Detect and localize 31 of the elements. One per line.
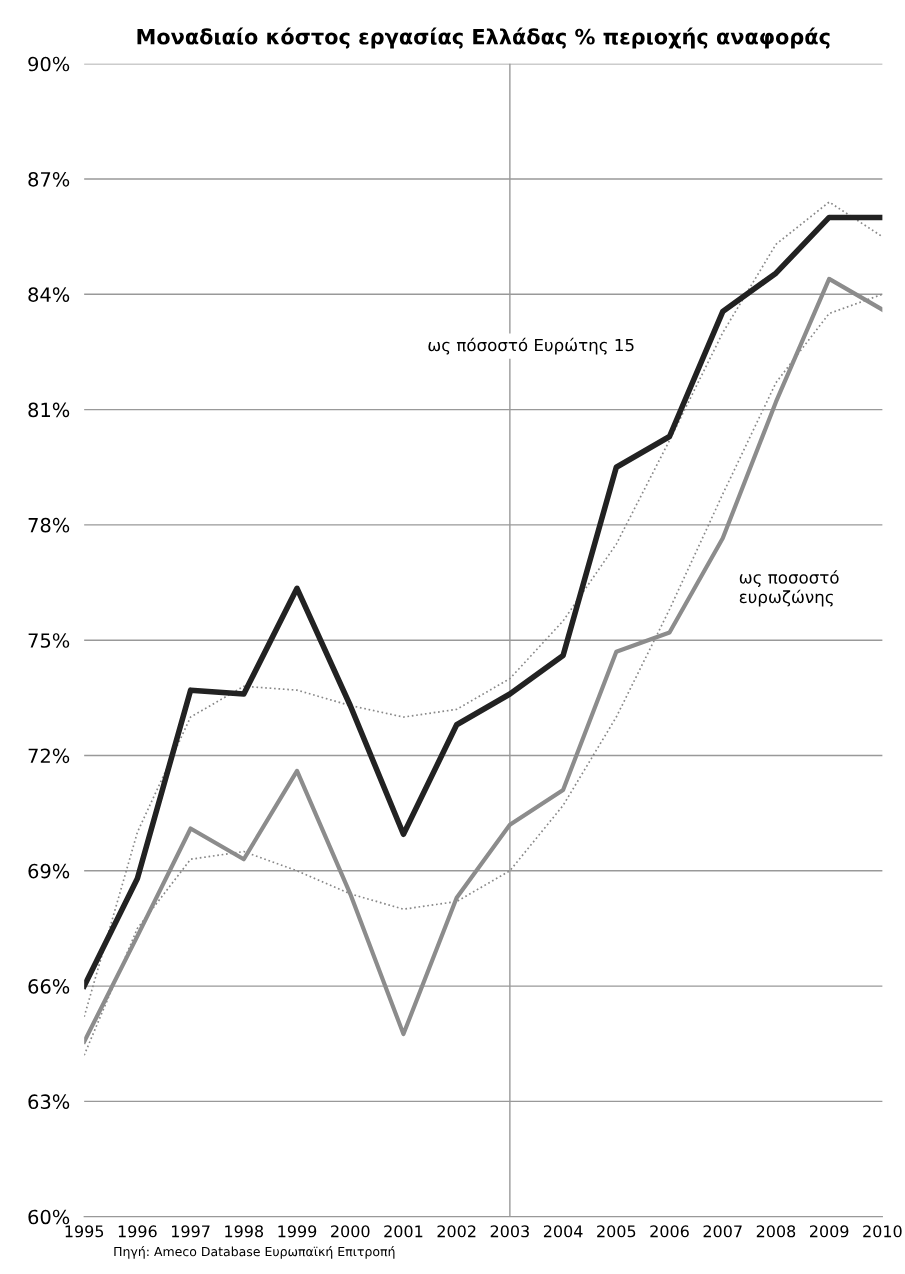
x-tick-label: 2009 [810, 1225, 849, 1238]
x-tick-label: 2005 [597, 1225, 636, 1238]
y-tick-label: 90% [28, 56, 70, 72]
y-tick-label: 60% [28, 1209, 70, 1225]
y-tick-label: 78% [28, 517, 70, 533]
x-tick-label: 2000 [331, 1225, 370, 1238]
y-tick-label: 81% [28, 402, 70, 418]
x-tick-label: 1996 [118, 1225, 157, 1238]
y-tick-label: 66% [28, 979, 70, 994]
x-tick-label: 1998 [225, 1225, 264, 1238]
x-tick-label: 1999 [278, 1225, 317, 1238]
x-tick-label: 2008 [756, 1225, 796, 1238]
y-tick-label: 84% [28, 287, 70, 302]
x-tick-label: 2003 [490, 1225, 529, 1238]
text: Πηγή: Ameco Database Ευρωπαϊκή Επιτροπή [114, 1246, 395, 1259]
x-tick-label: 2001 [384, 1225, 423, 1238]
annotation: ως ποσοστό ευρωζώνης [739, 570, 839, 607]
y-tick-label: 69% [28, 863, 70, 879]
y-tick-label: 63% [28, 1094, 70, 1110]
x-tick-label: 2007 [703, 1225, 742, 1238]
x-tick-label: 2006 [650, 1225, 689, 1238]
x-tick-label: 2002 [437, 1225, 476, 1238]
chart-title: Μοναδιαίο κόστος εργασίας Ελλάδας % περιοχής αναφοράς [137, 27, 830, 49]
y-tick-label: 87% [28, 171, 70, 187]
x-tick-label: 1997 [172, 1225, 210, 1238]
x-tick-label: 2004 [543, 1225, 583, 1238]
y-tick-label: 72% [28, 748, 70, 764]
x-tick-label: 2010 [863, 1225, 902, 1238]
annotation: ως πόσοστό Ευρώτης 15 [428, 337, 634, 355]
x-tick-label: 1995 [65, 1225, 104, 1238]
y-tick-label: 75% [28, 633, 70, 648]
